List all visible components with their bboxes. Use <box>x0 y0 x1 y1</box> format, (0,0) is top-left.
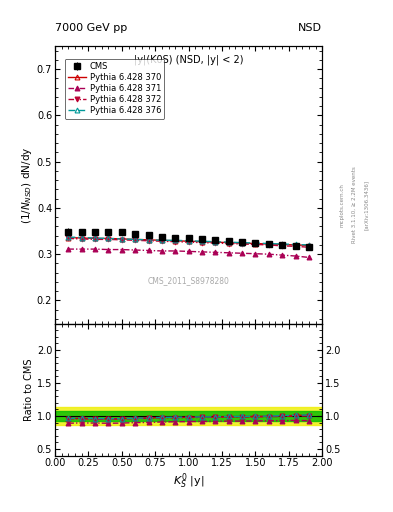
Text: 7000 GeV pp: 7000 GeV pp <box>55 23 127 33</box>
Bar <box>55 412 322 421</box>
Text: |y|(K0S) (NSD, |y| < 2): |y|(K0S) (NSD, |y| < 2) <box>134 54 243 65</box>
Text: Rivet 3.1.10, ≥ 2.2M events: Rivet 3.1.10, ≥ 2.2M events <box>352 166 357 243</box>
Text: NSD: NSD <box>298 23 322 33</box>
Text: CMS_2011_S8978280: CMS_2011_S8978280 <box>148 276 230 285</box>
Text: mcplots.cern.ch: mcplots.cern.ch <box>340 183 345 227</box>
Y-axis label: $(1/N_{NSD})$ dN/dy: $(1/N_{NSD})$ dN/dy <box>20 146 34 224</box>
Y-axis label: Ratio to CMS: Ratio to CMS <box>24 358 34 421</box>
Bar <box>55 408 322 424</box>
Legend: CMS, Pythia 6.428 370, Pythia 6.428 371, Pythia 6.428 372, Pythia 6.428 376: CMS, Pythia 6.428 370, Pythia 6.428 371,… <box>64 58 164 119</box>
Text: [arXiv:1306.3436]: [arXiv:1306.3436] <box>364 180 369 230</box>
X-axis label: $K^0_S$ |y|: $K^0_S$ |y| <box>173 471 204 491</box>
